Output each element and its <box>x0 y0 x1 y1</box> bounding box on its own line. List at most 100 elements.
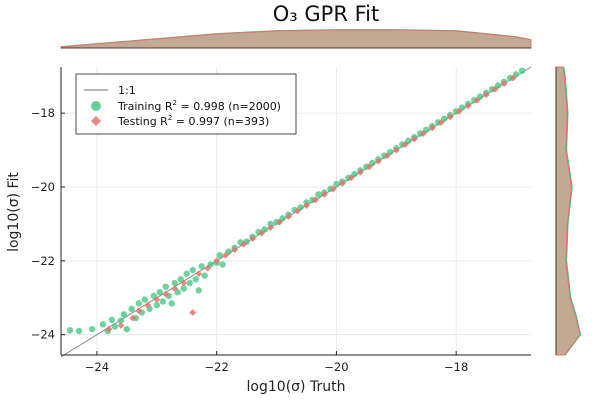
legend-training-suffix: = 0.998 (n=2000) <box>177 100 281 113</box>
training-point-53 <box>315 191 322 198</box>
training-point-71 <box>423 126 430 133</box>
testing-point-45 <box>509 74 517 82</box>
legend: 1:1 Training R2 = 0.998 (n=2000) Testing… <box>75 73 297 135</box>
training-point-8 <box>120 311 128 318</box>
testing-point-32 <box>392 146 400 154</box>
testing-point-1 <box>117 322 125 329</box>
x-tick-label-1: −22 <box>205 360 229 374</box>
training-point-5 <box>108 316 116 324</box>
tick-labels: −24 −22 −20 −18 −24 −22 −20 −18 <box>31 106 469 374</box>
testing-point-16 <box>249 235 256 243</box>
testing-point-33 <box>401 141 409 148</box>
training-point-44 <box>261 226 268 233</box>
training-point-65 <box>387 148 394 156</box>
testing-point-26 <box>339 179 346 187</box>
testing-point-27 <box>347 174 355 182</box>
training-point-33 <box>201 272 208 279</box>
training-point-80 <box>476 93 484 100</box>
testing-point-40 <box>464 102 472 110</box>
testing-point-22 <box>303 202 310 209</box>
right-density-testing <box>555 66 581 356</box>
testing-point-11 <box>204 264 212 272</box>
training-point-50 <box>297 204 304 211</box>
training-point-34 <box>207 261 214 268</box>
training-point-31 <box>195 287 202 294</box>
testing-point-24 <box>321 190 328 198</box>
training-point-27 <box>183 270 190 277</box>
training-point-25 <box>177 276 184 283</box>
y-axis-label: log10(σ) Fit <box>6 172 22 252</box>
training-point-83 <box>494 82 502 89</box>
testing-point-10 <box>195 270 203 278</box>
testing-point-44 <box>500 80 508 88</box>
testing-point-12 <box>213 257 221 265</box>
testing-point-18 <box>267 224 274 232</box>
training-point-23 <box>171 279 178 287</box>
x-tick-label-3: −18 <box>444 360 468 374</box>
testing-point-43 <box>491 85 499 93</box>
training-point-36 <box>216 252 223 259</box>
plot-axes <box>60 67 531 356</box>
scatter-points <box>66 67 526 335</box>
training-point-32 <box>198 263 205 270</box>
training-point-14 <box>141 296 149 303</box>
testing-point-13 <box>222 251 230 259</box>
x-tick-label-2: −20 <box>324 360 348 374</box>
testing-point-20 <box>285 213 292 220</box>
training-point-12 <box>135 300 143 307</box>
testing-point-14 <box>231 246 239 254</box>
testing-point-4 <box>144 301 152 309</box>
training-point-22 <box>168 300 175 307</box>
testing-point-36 <box>428 124 436 132</box>
legend-box <box>75 73 297 135</box>
training-point-18 <box>156 289 163 296</box>
training-point-68 <box>405 137 412 145</box>
training-point-77 <box>458 104 466 111</box>
training-point-59 <box>351 170 358 178</box>
training-point-1 <box>75 327 83 335</box>
testing-point-35 <box>419 130 427 137</box>
training-point-16 <box>150 292 158 300</box>
training-point-24 <box>174 289 181 296</box>
y-tick-label-0: −24 <box>31 328 55 342</box>
legend-testing-swatch <box>91 116 101 126</box>
training-point-26 <box>180 285 187 292</box>
right-marginal-density <box>555 66 582 356</box>
testing-point-34 <box>410 135 418 143</box>
chart-title: O₃ GPR Fit <box>273 2 379 26</box>
y-tick-label-2: −20 <box>31 180 55 194</box>
training-point-28 <box>186 279 193 287</box>
training-point-86 <box>512 71 520 78</box>
testing-point-15 <box>240 240 248 248</box>
training-point-0 <box>66 327 74 334</box>
legend-testing-suffix: = 0.997 (n=393) <box>172 115 269 128</box>
training-point-62 <box>369 159 376 167</box>
testing-point-7 <box>171 285 179 292</box>
testing-point-28 <box>356 168 364 176</box>
testing-point-0 <box>105 325 113 333</box>
testing-point-38 <box>446 113 454 121</box>
training-point-56 <box>333 180 340 188</box>
testing-point-23 <box>312 196 319 204</box>
testing-point-39 <box>455 107 463 115</box>
training-point-30 <box>192 276 199 283</box>
training-point-87 <box>518 67 526 74</box>
training-point-3 <box>99 321 107 328</box>
testing-point-17 <box>258 229 265 237</box>
testing-point-41 <box>473 96 481 104</box>
legend-label-training: Training R2 = 0.998 (n=2000) <box>117 99 281 113</box>
testing-point-30 <box>374 157 382 165</box>
y-tick-label-1: −22 <box>31 254 55 268</box>
testing-point-31 <box>383 152 391 160</box>
training-point-74 <box>440 115 448 122</box>
plot-grid <box>61 67 531 355</box>
training-point-37 <box>219 261 226 268</box>
training-point-38 <box>225 248 232 255</box>
legend-training-swatch <box>91 101 101 111</box>
testing-point-25 <box>330 185 337 193</box>
training-point-10 <box>128 305 135 313</box>
training-point-20 <box>162 283 169 290</box>
legend-training-prefix: Training R <box>117 100 173 113</box>
training-point-47 <box>279 215 286 222</box>
